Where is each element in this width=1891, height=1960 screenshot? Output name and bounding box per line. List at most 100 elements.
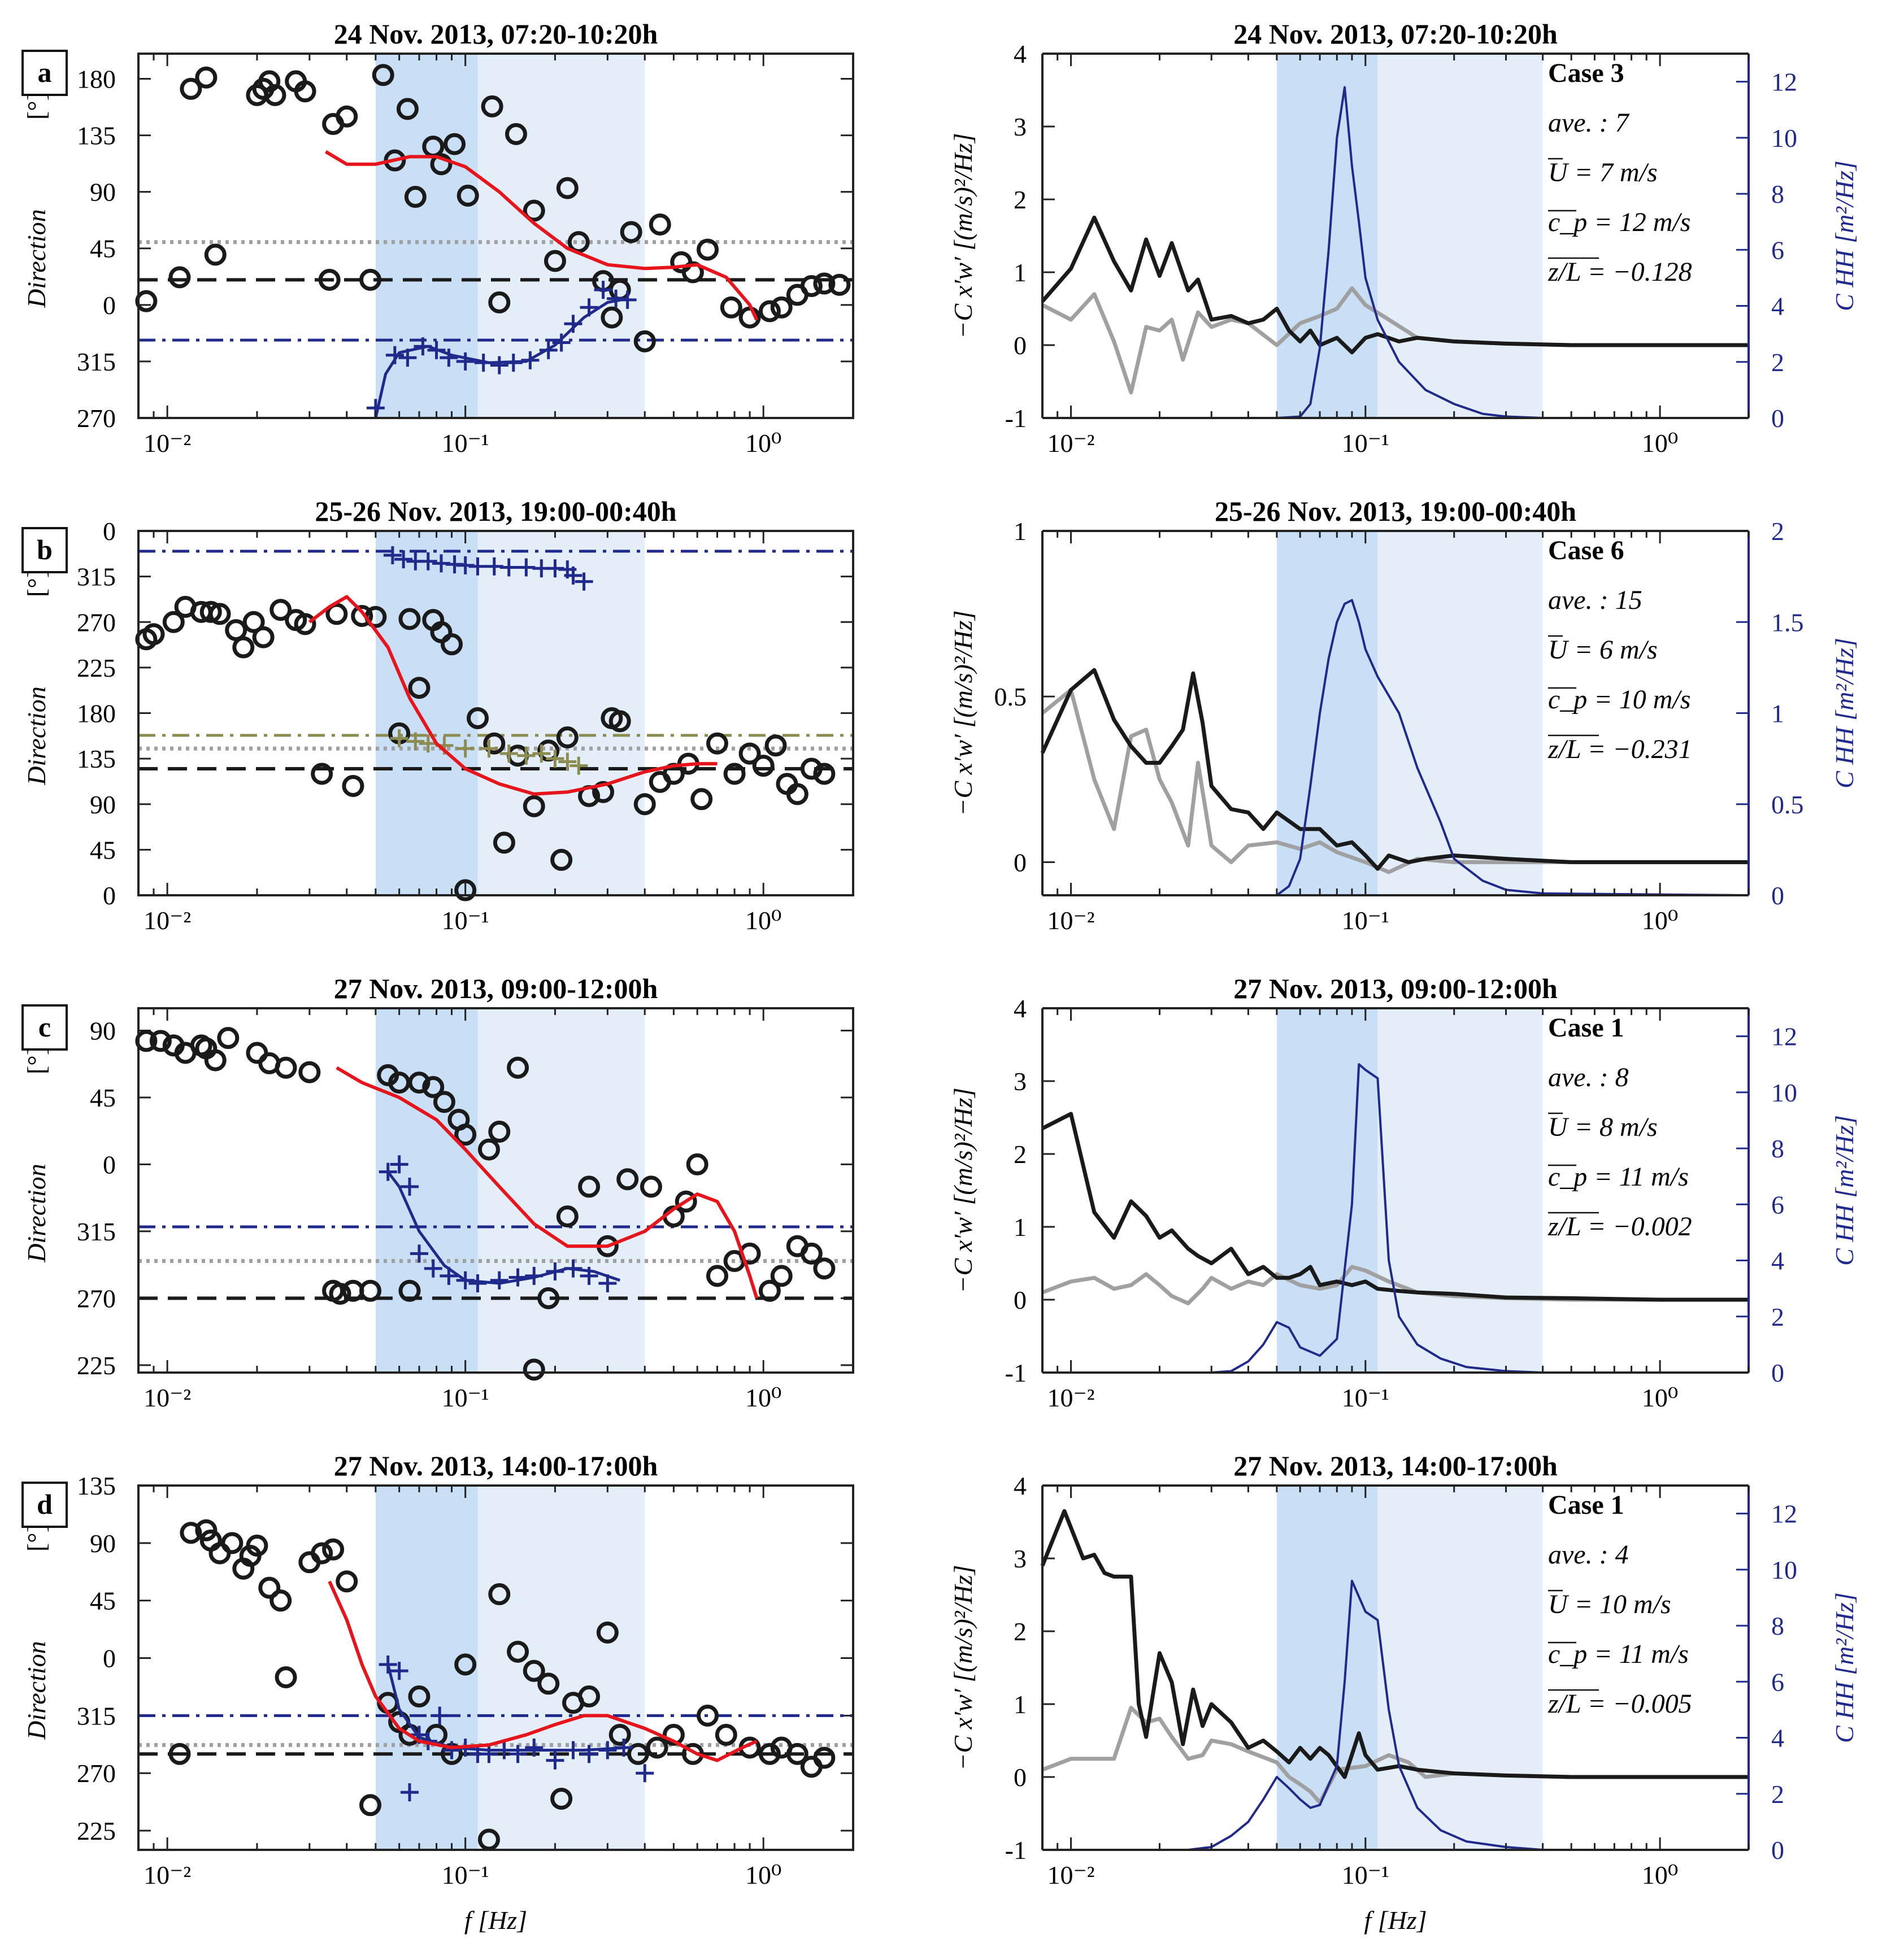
dir-c-xtick-label: 10⁻²	[144, 1383, 191, 1412]
panel-c-direction: 27 Nov. 2013, 09:00-12:00h c 90 45 0 315 270 22…	[21, 973, 854, 1412]
dir-ytick-label: 0	[103, 881, 116, 910]
wind-direction-point	[505, 123, 527, 145]
swell-direction-point	[480, 739, 498, 758]
case-label: Case 1	[1548, 1013, 1624, 1043]
wind-direction-point	[640, 1175, 662, 1198]
wind-direction-point	[454, 1653, 477, 1676]
dir-ytick-label: 315	[77, 347, 116, 376]
dir-axes-frame	[137, 530, 854, 896]
cos-ytick-label: 1	[1014, 1213, 1027, 1242]
dir-ytick-label: 0	[103, 1150, 116, 1179]
wave-direction-point	[508, 1745, 527, 1763]
chh-ytick-label: 10	[1771, 1078, 1797, 1107]
cos-ytick-label: -1	[1005, 404, 1027, 433]
cos-b-xtick-label: 10⁻¹	[1342, 906, 1389, 935]
panel-letter-box	[21, 1482, 68, 1528]
wind-direction-point	[616, 1168, 639, 1191]
wind-direction-point	[675, 1190, 697, 1213]
case-label: Case 6	[1548, 535, 1624, 565]
wind-direction-point	[204, 243, 227, 266]
wind-direction-point	[578, 1175, 601, 1198]
wind-direction-point	[800, 275, 823, 297]
panel-letter: b	[37, 534, 53, 565]
wave-direction-point	[390, 1155, 408, 1174]
dir-c-band-swell	[477, 1008, 645, 1373]
cos-ytick-label: 0	[1014, 1286, 1027, 1314]
wave-direction-point	[456, 352, 475, 371]
wave-direction-fit	[386, 1171, 621, 1285]
wind-direction-point	[311, 1542, 333, 1565]
swell-direction-point	[390, 729, 408, 748]
chh-ytick-label: 12	[1771, 1500, 1797, 1528]
wind-direction-point	[488, 1121, 511, 1143]
chh-ytick-label: 12	[1771, 1022, 1797, 1051]
wind-direction-fit	[324, 150, 759, 321]
wind-direction-point	[608, 1723, 631, 1746]
wave-direction-point	[424, 1259, 442, 1278]
wind-direction-point	[275, 1056, 297, 1079]
case-label: Case 3	[1548, 58, 1624, 88]
dir-ytick-label: 180	[77, 699, 116, 728]
wind-direction-point	[225, 619, 247, 642]
cos-a-xtick-label: 10⁻²	[1047, 429, 1094, 458]
phase-speed-label: c_p = 10 m/s	[1548, 685, 1690, 715]
wind-direction-point	[507, 1640, 529, 1663]
wind-direction-point	[550, 1787, 573, 1810]
cos-ylabel: −C x′w′ [(m/s)²/Hz]	[949, 1088, 977, 1293]
wave-direction-point	[508, 1268, 527, 1287]
dir-b-band-wind-sea	[375, 531, 478, 895]
cos-ytick-label: 1	[1014, 517, 1027, 546]
wind-direction-point	[408, 677, 431, 699]
dir-ylabel: Direction	[22, 1641, 51, 1740]
wind-direction-point	[523, 199, 545, 222]
cos-ylabel: −C x′w′ [(m/s)²/Hz]	[949, 611, 977, 816]
chh-ytick-label: 2	[1771, 1303, 1784, 1331]
cos-c-xtick-label: 10⁻¹	[1342, 1383, 1389, 1412]
wind-direction-point	[408, 1072, 431, 1094]
wave-direction-point	[480, 1745, 498, 1763]
wave-direction-point	[400, 1783, 419, 1802]
cos-c-band-swell	[1377, 1008, 1543, 1373]
cos-ytick-label: 0.5	[994, 682, 1027, 711]
wind-direction-point	[813, 1746, 836, 1769]
dir-ytick-label: 315	[77, 1217, 116, 1246]
panel-c-title: 27 Nov. 2013, 09:00-12:00h	[334, 973, 658, 1004]
wind-direction-point	[359, 268, 382, 291]
cos-ytick-label: 0	[1014, 331, 1027, 360]
dir-ylabel-unit: [°]	[22, 569, 51, 597]
cospectrum-black-line	[1041, 1112, 1749, 1302]
cos-ylabel: −C x′w′ [(m/s)²/Hz]	[949, 1565, 977, 1771]
wave-direction-point	[431, 1706, 449, 1725]
dir-d-xlabel: f [Hz]	[464, 1906, 527, 1935]
chh-ylabel: C HH [m²/Hz]	[1830, 638, 1859, 789]
wind-direction-point	[550, 848, 573, 871]
wind-direction-point	[142, 623, 165, 646]
dir-a-xtick-label: 10⁻¹	[442, 429, 489, 458]
wave-direction-point	[490, 1271, 508, 1290]
wave-direction-point	[517, 558, 536, 577]
wind-direction-point	[720, 296, 742, 319]
chh-ytick-label: 0	[1771, 1836, 1784, 1865]
wind-direction-point	[556, 1205, 579, 1228]
wind-direction-point	[168, 266, 191, 289]
ave-label: ave. : 8	[1548, 1062, 1629, 1092]
wind-direction-point	[537, 1287, 560, 1309]
cos-ytick-label: -1	[1005, 1836, 1027, 1865]
wind-direction-point	[681, 261, 704, 284]
wind-direction-point	[217, 1027, 240, 1049]
chh-blue-line	[1042, 86, 1749, 419]
dir-c-xtick-label: 10⁻¹	[442, 1383, 489, 1412]
panel-a-direction: 24 Nov. 2013, 07:20-10:20h a 180 135 90 45 0 31…	[21, 18, 854, 458]
swell-direction-point	[456, 739, 475, 758]
wind-direction-point	[488, 1583, 511, 1605]
cos-ytick-label: 4	[1014, 40, 1027, 68]
cos-ylabel: −C x′w′ [(m/s)²/Hz]	[949, 133, 977, 339]
cos-d-xlabel: f [Hz]	[1364, 1906, 1427, 1935]
wind-direction-point	[275, 1666, 297, 1688]
ave-label: ave. : 7	[1548, 108, 1630, 138]
wind-direction-point	[199, 600, 222, 623]
wind-direction-point	[325, 603, 348, 625]
wave-direction-point	[490, 356, 508, 374]
wind-direction-point	[758, 300, 781, 323]
wind-direction-point	[649, 213, 671, 236]
